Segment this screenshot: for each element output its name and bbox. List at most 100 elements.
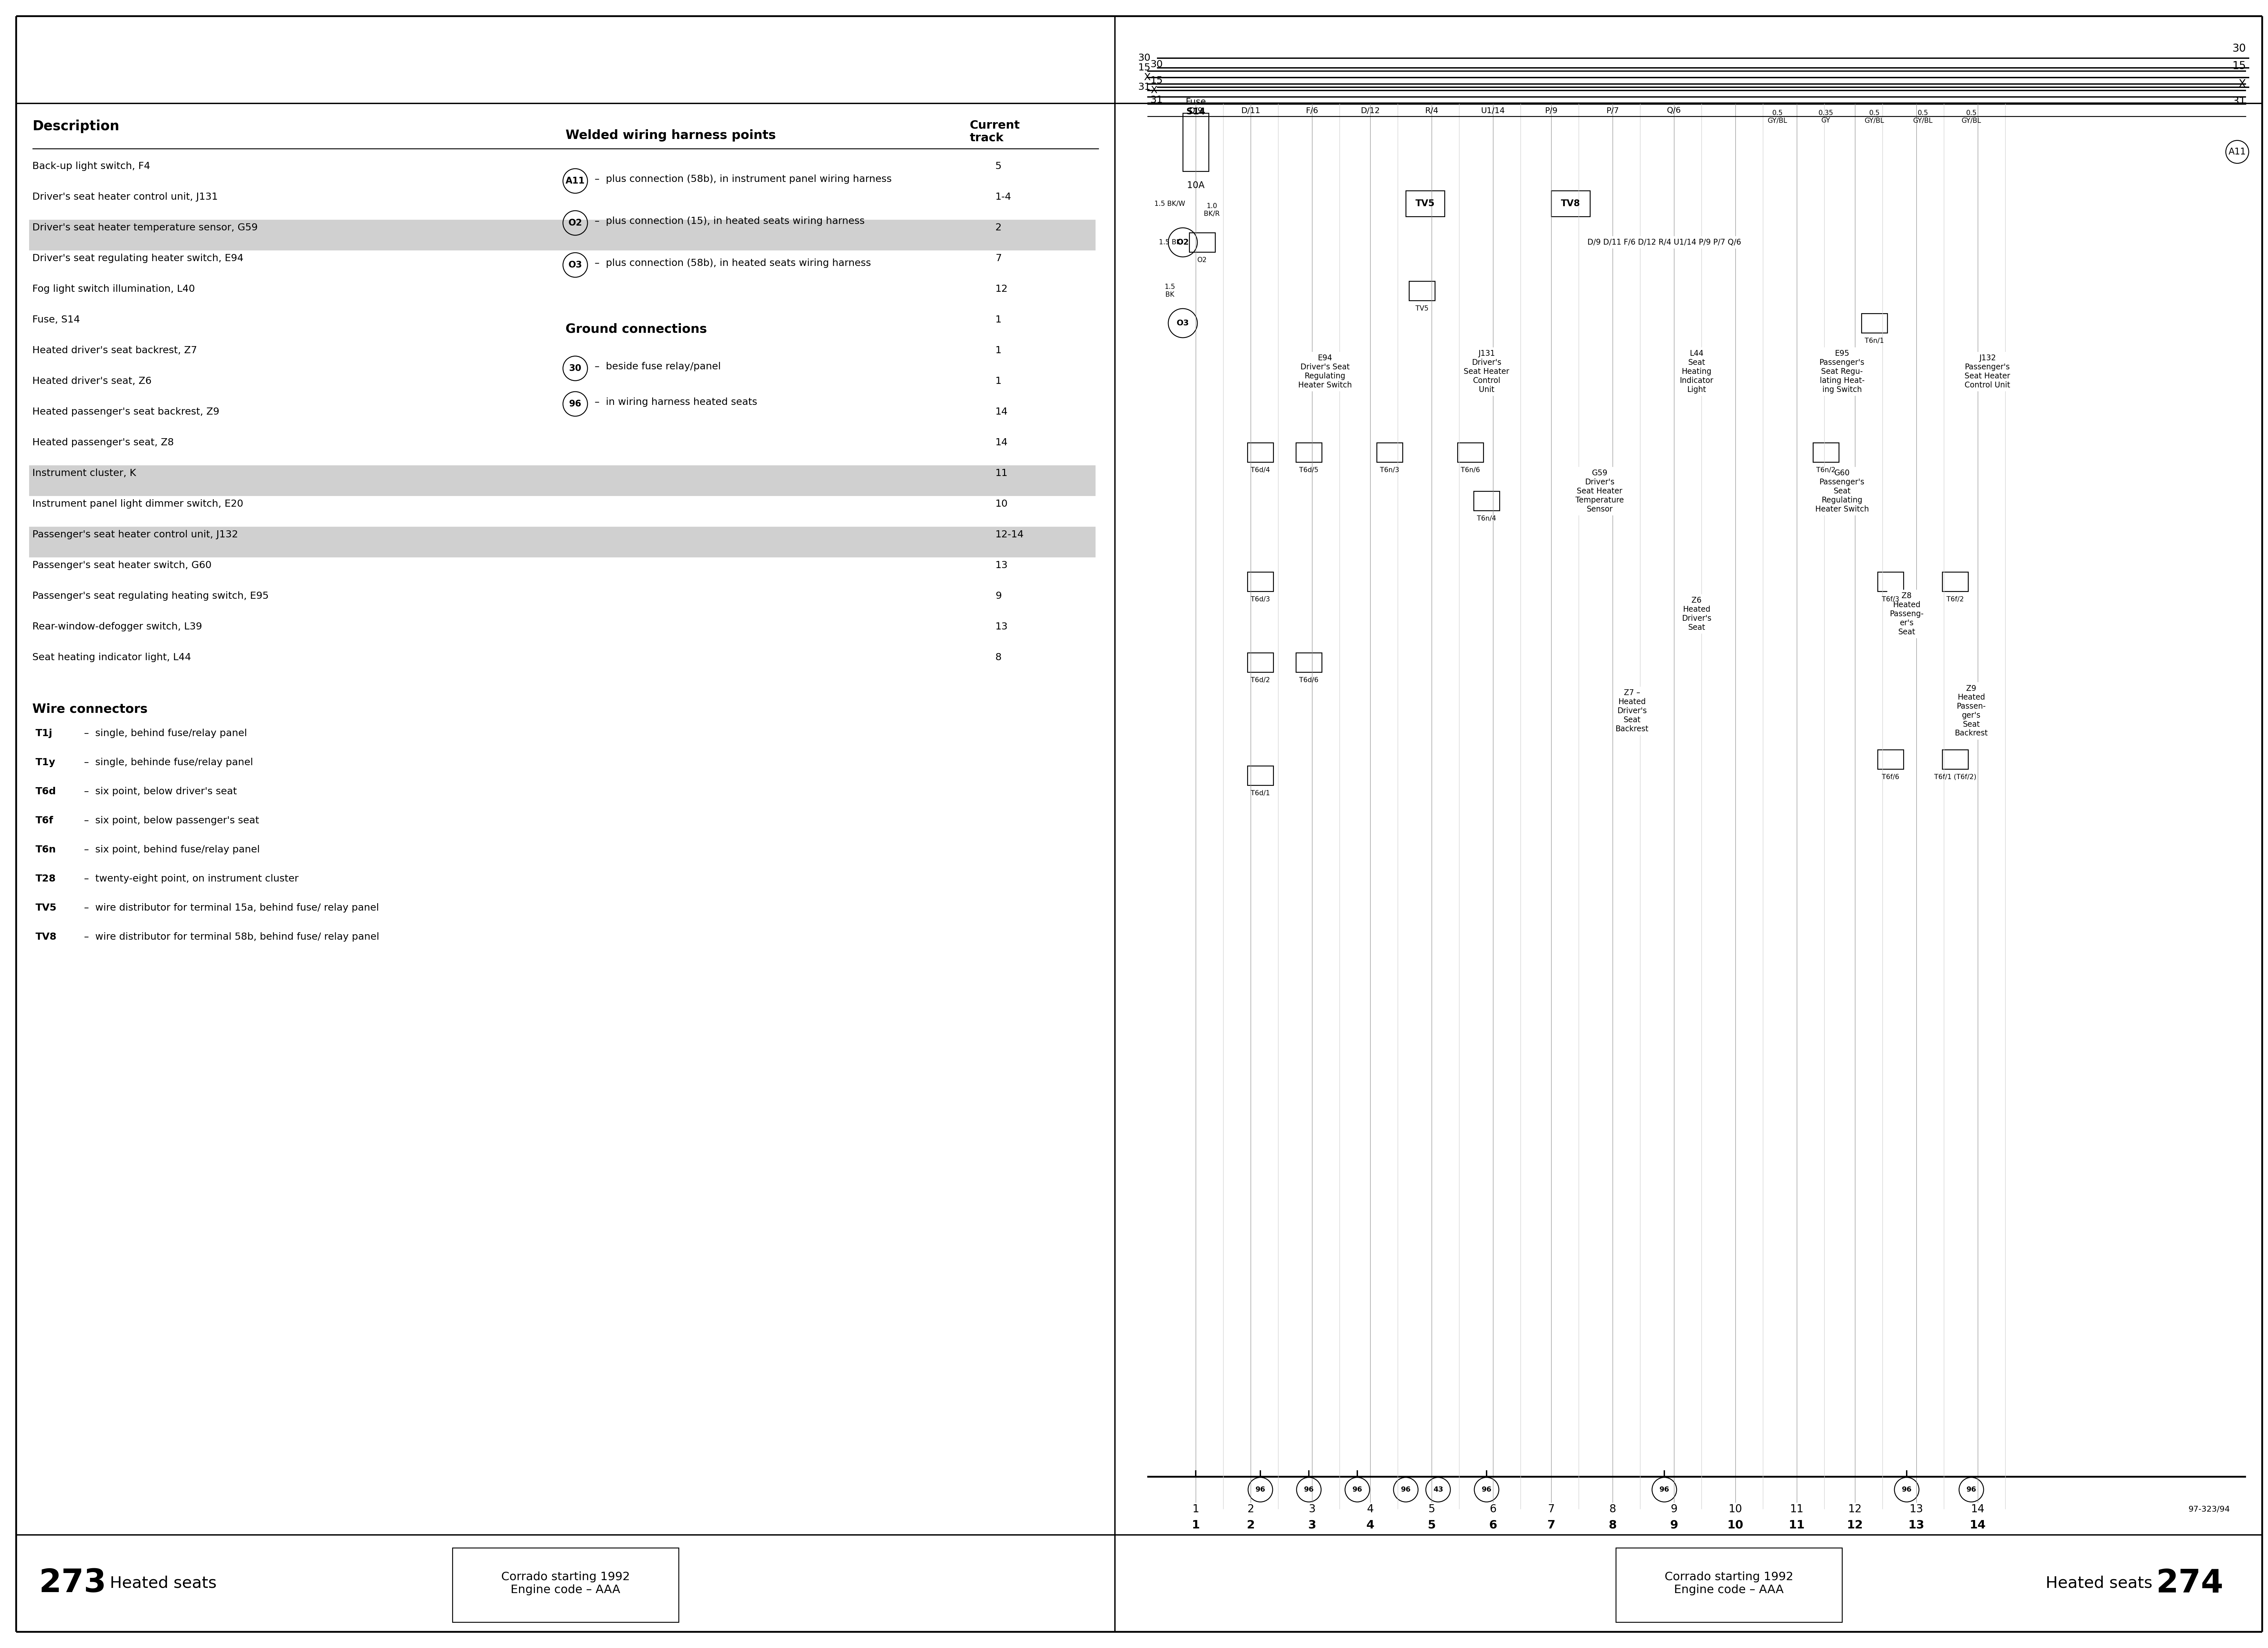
- Bar: [1247, 443, 1272, 461]
- Text: TV5: TV5: [1415, 199, 1436, 208]
- Text: T6f/2: T6f/2: [1946, 597, 1964, 603]
- Text: 1-4: 1-4: [996, 193, 1012, 201]
- Text: 10: 10: [1728, 1519, 1744, 1531]
- Text: 9: 9: [996, 592, 1002, 602]
- Text: Back-up light switch, F4: Back-up light switch, F4: [32, 162, 150, 171]
- Text: 273: 273: [39, 1567, 107, 1599]
- Bar: [1941, 572, 1969, 592]
- Text: T6d/2: T6d/2: [1250, 677, 1270, 684]
- Text: T6n: T6n: [36, 845, 57, 854]
- Text: 96: 96: [1304, 1486, 1313, 1493]
- Text: P/7: P/7: [1606, 107, 1619, 114]
- Text: 5: 5: [996, 162, 1002, 171]
- Bar: [1295, 443, 1322, 461]
- Text: 1.5 BK/W: 1.5 BK/W: [1154, 201, 1186, 206]
- Text: G60
Passenger's
Seat
Regulating
Heater Switch: G60 Passenger's Seat Regulating Heater S…: [1814, 470, 1869, 513]
- Bar: [1377, 443, 1402, 461]
- Text: O2: O2: [569, 219, 583, 227]
- Text: J132
Passenger's
Seat Heater
Control Unit: J132 Passenger's Seat Heater Control Uni…: [1964, 354, 2009, 389]
- Bar: [1862, 313, 1887, 333]
- Bar: [1615, 1547, 1842, 1622]
- Text: 0.5
GY/BL: 0.5 GY/BL: [1864, 110, 1885, 124]
- Text: D/9 D/11 F/6 D/12 R/4 U1/14 P/9 P/7 Q/6: D/9 D/11 F/6 D/12 R/4 U1/14 P/9 P/7 Q/6: [1588, 239, 1742, 246]
- Text: D/9: D/9: [1188, 107, 1202, 114]
- Text: TV5: TV5: [36, 903, 57, 913]
- Text: E95
Passenger's
Seat Regu-
lating Heat-
ing Switch: E95 Passenger's Seat Regu- lating Heat- …: [1819, 349, 1864, 394]
- Text: T6d/3: T6d/3: [1250, 597, 1270, 603]
- Text: T6d: T6d: [36, 786, 57, 796]
- Text: T1y: T1y: [36, 758, 54, 766]
- Text: 12: 12: [996, 285, 1007, 293]
- Text: Instrument panel light dimmer switch, E20: Instrument panel light dimmer switch, E2…: [32, 499, 243, 509]
- Text: 8: 8: [1610, 1503, 1617, 1515]
- Text: 13: 13: [996, 621, 1007, 631]
- Text: 31: 31: [2232, 97, 2245, 107]
- Bar: [1406, 191, 1445, 216]
- Text: –  beside fuse relay/panel: – beside fuse relay/panel: [594, 363, 721, 371]
- Text: T6d/5: T6d/5: [1300, 466, 1318, 473]
- Text: Heated passenger's seat, Z8: Heated passenger's seat, Z8: [32, 438, 175, 447]
- Text: Corrado starting 1992
Engine code – AAA: Corrado starting 1992 Engine code – AAA: [1665, 1572, 1794, 1595]
- Text: 7: 7: [1547, 1503, 1554, 1515]
- Text: 96: 96: [569, 399, 581, 409]
- Text: Ground connections: Ground connections: [565, 323, 708, 336]
- Text: Z8
Heated
Passeng-
er's
Seat: Z8 Heated Passeng- er's Seat: [1889, 592, 1923, 636]
- Text: T6n/3: T6n/3: [1379, 466, 1399, 473]
- Text: Driver's seat regulating heater switch, E94: Driver's seat regulating heater switch, …: [32, 254, 243, 264]
- Text: T6f/1 (T6f/2): T6f/1 (T6f/2): [1935, 775, 1975, 781]
- Text: 96: 96: [1901, 1486, 1912, 1493]
- Text: Z9
Heated
Passen-
ger's
Seat
Backrest: Z9 Heated Passen- ger's Seat Backrest: [1955, 684, 1989, 737]
- Text: 11: 11: [1789, 1503, 1803, 1515]
- Text: 9: 9: [1672, 1503, 1678, 1515]
- Text: 14: 14: [996, 438, 1007, 447]
- Text: 96: 96: [1660, 1486, 1669, 1493]
- Bar: [1184, 114, 1209, 171]
- Text: O3: O3: [1177, 320, 1188, 326]
- Text: A11: A11: [565, 176, 585, 186]
- Text: 31: 31: [1139, 82, 1150, 92]
- Text: A11: A11: [2229, 147, 2245, 157]
- Text: 1: 1: [996, 315, 1002, 325]
- Text: 8: 8: [996, 653, 1002, 662]
- Text: Description: Description: [32, 120, 120, 133]
- Text: 0.5
GY/BL: 0.5 GY/BL: [1767, 110, 1787, 124]
- Text: D/12: D/12: [1361, 107, 1379, 114]
- Text: 31: 31: [1150, 96, 1163, 105]
- Text: T6n/1: T6n/1: [1864, 338, 1885, 344]
- Bar: [1458, 443, 1483, 461]
- Text: 30: 30: [2232, 43, 2245, 54]
- Bar: [1295, 653, 1322, 672]
- Text: 2: 2: [996, 222, 1002, 232]
- Text: Heated driver's seat, Z6: Heated driver's seat, Z6: [32, 376, 152, 386]
- Text: 1.0
BK/R: 1.0 BK/R: [1204, 203, 1220, 218]
- Text: 11: 11: [1789, 1519, 1805, 1531]
- Text: F/6: F/6: [1306, 107, 1318, 114]
- Text: –  wire distributor for terminal 58b, behind fuse/ relay panel: – wire distributor for terminal 58b, beh…: [84, 933, 379, 941]
- Text: O2: O2: [1177, 239, 1188, 246]
- Text: TV8: TV8: [36, 933, 57, 941]
- Text: Heated seats: Heated seats: [109, 1575, 218, 1590]
- Text: X: X: [2239, 79, 2245, 89]
- Text: T6f: T6f: [36, 816, 54, 826]
- Bar: [1247, 653, 1272, 672]
- Text: –  six point, below passenger's seat: – six point, below passenger's seat: [84, 816, 259, 826]
- Text: 0.5
GY/BL: 0.5 GY/BL: [1962, 110, 1982, 124]
- Text: T6n/2: T6n/2: [1817, 466, 1835, 473]
- Text: –  twenty-eight point, on instrument cluster: – twenty-eight point, on instrument clus…: [84, 873, 299, 883]
- Text: 14: 14: [1969, 1519, 1987, 1531]
- Text: 15: 15: [1139, 63, 1150, 73]
- Text: X: X: [1143, 73, 1150, 82]
- Text: 6: 6: [1490, 1519, 1497, 1531]
- Text: Z7 –
Heated
Driver's
Seat
Backrest: Z7 – Heated Driver's Seat Backrest: [1615, 689, 1649, 733]
- Text: –  single, behind fuse/relay panel: – single, behind fuse/relay panel: [84, 728, 247, 738]
- Text: Rear-window-defogger switch, L39: Rear-window-defogger switch, L39: [32, 621, 202, 631]
- Text: –  plus connection (58b), in heated seats wiring harness: – plus connection (58b), in heated seats…: [594, 259, 871, 269]
- Text: T6d/4: T6d/4: [1250, 466, 1270, 473]
- Text: Driver's seat heater control unit, J131: Driver's seat heater control unit, J131: [32, 193, 218, 201]
- Text: L44
Seat
Heating
Indicator
Light: L44 Seat Heating Indicator Light: [1681, 349, 1715, 394]
- Text: T6n/6: T6n/6: [1461, 466, 1481, 473]
- Text: 14: 14: [996, 407, 1007, 417]
- Text: 0.5
GY/BL: 0.5 GY/BL: [1912, 110, 1932, 124]
- Text: 274: 274: [2157, 1567, 2223, 1599]
- Text: –  six point, below driver's seat: – six point, below driver's seat: [84, 786, 236, 796]
